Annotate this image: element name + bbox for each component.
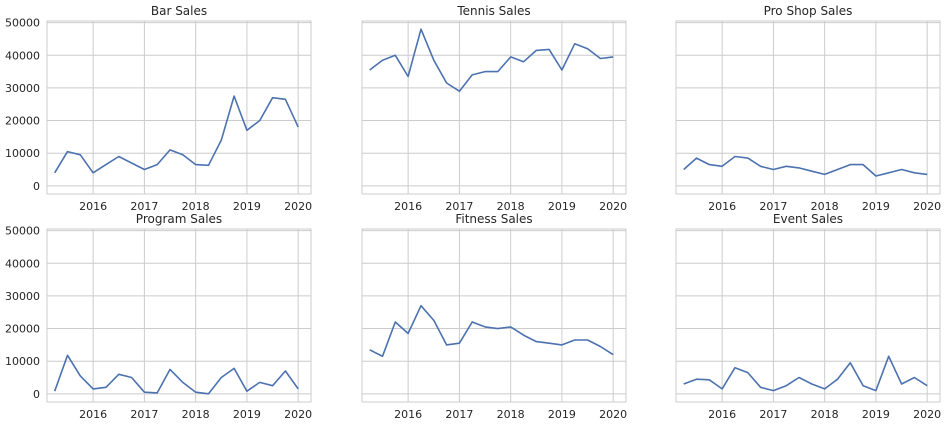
x-tick-labels: 2016 2017 2018 2019 2020 xyxy=(79,200,312,213)
plot-area xyxy=(46,20,312,195)
panel-fitness-sales: Fitness Sales 2016 2017 2018 2019 2020 xyxy=(361,212,627,421)
x-tick-label: 2020 xyxy=(913,200,941,213)
plot-area xyxy=(361,20,627,195)
panel-pro-shop-sales: Pro Shop Sales 2016 2017 2018 2019 2020 xyxy=(675,4,941,213)
y-tick-label: 20000 xyxy=(5,115,40,128)
x-tick-label: 2019 xyxy=(548,200,576,213)
x-tick-label: 2018 xyxy=(182,408,210,421)
x-tick-labels: 2016 2017 2018 2019 2020 xyxy=(708,408,941,421)
panel-title: Tennis Sales xyxy=(456,4,530,18)
plot-area xyxy=(361,228,627,403)
x-tick-label: 2018 xyxy=(811,200,839,213)
y-tick-label: 40000 xyxy=(5,49,40,62)
gridlines xyxy=(676,21,940,194)
x-tick-label: 2018 xyxy=(811,408,839,421)
x-tick-label: 2016 xyxy=(394,408,422,421)
y-tick-label: 50000 xyxy=(5,225,40,238)
y-tick-label: 50000 xyxy=(5,17,40,30)
panel-tennis-sales: Tennis Sales 2016 2017 2018 2019 2020 xyxy=(361,4,627,213)
x-tick-label: 2017 xyxy=(445,200,473,213)
panel-bar-sales: Bar Sales 0 10000 20000 30000 40000 50000 201… xyxy=(5,4,312,213)
tennis-sales-line xyxy=(369,28,614,92)
y-tick-labels: 0 10000 20000 30000 40000 50000 xyxy=(5,225,40,401)
y-tick-label: 0 xyxy=(33,388,40,401)
x-tick-label: 2016 xyxy=(79,200,107,213)
x-tick-label: 2019 xyxy=(548,408,576,421)
panel-program-sales: Program Sales 0 10000 20000 30000 40000 50000… xyxy=(5,212,312,421)
panel-title: Bar Sales xyxy=(151,4,207,18)
y-tick-label: 10000 xyxy=(5,147,40,160)
x-tick-label: 2017 xyxy=(130,408,158,421)
x-tick-label: 2020 xyxy=(599,408,627,421)
gridlines xyxy=(47,21,311,194)
x-tick-label: 2020 xyxy=(284,408,312,421)
gridlines xyxy=(676,229,940,402)
panel-title: Event Sales xyxy=(773,212,843,226)
x-tick-label: 2019 xyxy=(862,200,890,213)
x-tick-label: 2018 xyxy=(182,200,210,213)
fitness-sales-line xyxy=(369,304,614,358)
x-tick-label: 2016 xyxy=(708,200,736,213)
x-tick-label: 2017 xyxy=(445,408,473,421)
x-tick-label: 2019 xyxy=(233,408,261,421)
x-tick-label: 2016 xyxy=(708,408,736,421)
x-tick-labels: 2016 2017 2018 2019 2020 xyxy=(394,200,627,213)
x-tick-label: 2020 xyxy=(284,200,312,213)
bar-sales-line xyxy=(54,95,299,174)
x-tick-label: 2018 xyxy=(497,408,525,421)
plot-area xyxy=(675,20,941,195)
panel-event-sales: Event Sales 2016 2017 2018 2019 2020 xyxy=(675,212,941,421)
y-tick-label: 10000 xyxy=(5,355,40,368)
event-sales-line xyxy=(683,355,928,392)
gridlines xyxy=(47,229,311,402)
plot-area xyxy=(675,228,941,403)
x-tick-labels: 2016 2017 2018 2019 2020 xyxy=(708,200,941,213)
x-tick-label: 2017 xyxy=(130,200,158,213)
x-tick-label: 2018 xyxy=(497,200,525,213)
y-tick-labels: 0 10000 20000 30000 40000 50000 xyxy=(5,17,40,193)
panel-title: Program Sales xyxy=(136,212,222,226)
y-tick-label: 20000 xyxy=(5,323,40,336)
x-tick-label: 2019 xyxy=(233,200,261,213)
x-tick-label: 2019 xyxy=(862,408,890,421)
panel-title: Fitness Sales xyxy=(455,212,532,226)
plot-area xyxy=(46,228,312,403)
y-tick-label: 30000 xyxy=(5,290,40,303)
x-tick-label: 2020 xyxy=(913,408,941,421)
gridlines xyxy=(362,229,626,402)
x-tick-label: 2017 xyxy=(759,408,787,421)
y-tick-label: 40000 xyxy=(5,257,40,270)
x-tick-labels: 2016 2017 2018 2019 2020 xyxy=(79,408,312,421)
x-tick-label: 2016 xyxy=(394,200,422,213)
y-tick-label: 30000 xyxy=(5,82,40,95)
x-tick-label: 2017 xyxy=(759,200,787,213)
x-tick-labels: 2016 2017 2018 2019 2020 xyxy=(394,408,627,421)
gridlines xyxy=(362,21,626,194)
y-tick-label: 0 xyxy=(33,180,40,193)
x-tick-label: 2020 xyxy=(599,200,627,213)
panel-title: Pro Shop Sales xyxy=(764,4,853,18)
program-sales-line xyxy=(53,354,299,395)
pro-shop-sales-line xyxy=(683,155,928,177)
x-tick-label: 2016 xyxy=(79,408,107,421)
